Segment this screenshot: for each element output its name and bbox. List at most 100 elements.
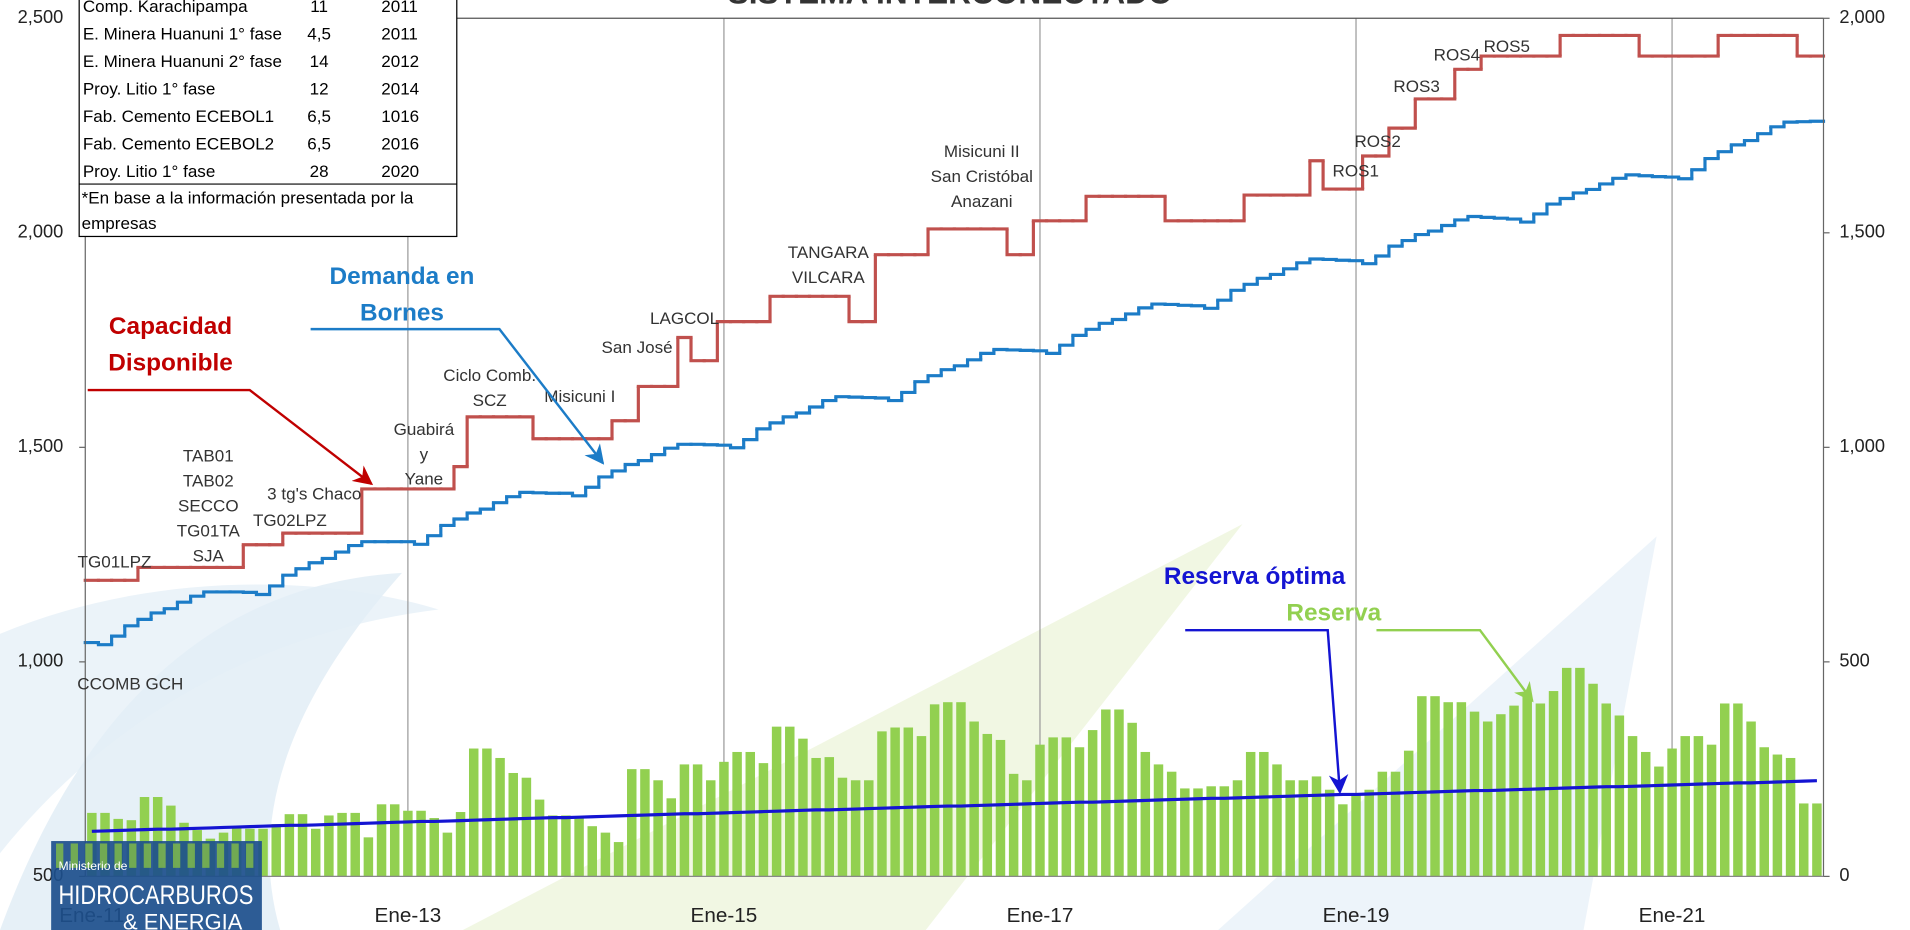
bar xyxy=(614,842,623,876)
bar xyxy=(429,818,438,876)
bar xyxy=(864,780,873,876)
bar xyxy=(298,814,307,876)
bar xyxy=(1009,774,1018,877)
bar xyxy=(311,829,320,877)
series-label: Demanda en Bornes xyxy=(286,258,517,331)
y2-tick-label: 1,000 xyxy=(1839,435,1885,456)
x-tick-label: Ene-17 xyxy=(1007,904,1074,927)
series-label-box: Capacidad Disponible xyxy=(61,308,280,393)
bar xyxy=(1378,772,1387,877)
table-cell: Fab. Cemento ECEBOL1 xyxy=(83,107,274,126)
annotation: 3 tg's Chaco xyxy=(267,484,361,503)
bar xyxy=(1562,668,1571,877)
bar xyxy=(1114,709,1123,876)
table-cell: 2011 xyxy=(381,24,418,43)
table-cell: E. Minera Huanuni 1° fase xyxy=(83,24,282,43)
table-cell: Proy. Litio 1° fase xyxy=(83,79,215,98)
bar xyxy=(1575,668,1584,877)
bar xyxy=(930,704,939,876)
series-label-box: Reserva óptima xyxy=(1157,558,1352,643)
bar xyxy=(522,778,531,877)
bar xyxy=(811,758,820,876)
bar xyxy=(746,752,755,876)
table-cell: Comp. Karachipampa xyxy=(83,0,248,16)
x-tick-label: Ene-15 xyxy=(691,904,758,927)
table-cell: 12 xyxy=(310,79,329,98)
logo-stripe xyxy=(202,843,209,867)
bar xyxy=(1667,749,1676,877)
bar xyxy=(759,763,768,876)
logo-stripe xyxy=(158,843,165,867)
y2-tick-label: 500 xyxy=(1839,650,1869,671)
bar xyxy=(1549,691,1558,876)
bar xyxy=(1707,745,1716,877)
y-tick-label: 2,000 xyxy=(18,221,64,242)
bar xyxy=(1680,736,1689,876)
table-cell: 1016 xyxy=(381,107,419,126)
bar xyxy=(1246,752,1255,876)
bar xyxy=(1812,803,1821,876)
annotation: SCZ xyxy=(473,391,507,410)
logo-stripe xyxy=(217,843,224,867)
logo-main: HIDROCARBUROS xyxy=(58,880,253,910)
bar xyxy=(1430,696,1439,876)
bar xyxy=(680,764,689,876)
annotation: ROS4 xyxy=(1434,46,1480,65)
bar xyxy=(1325,790,1334,877)
bar xyxy=(443,833,452,877)
annotation: y xyxy=(420,445,429,464)
logo-sub: & ENERGIA xyxy=(123,910,243,930)
annotation: CCOMB GCH xyxy=(77,675,183,694)
bar xyxy=(535,800,544,877)
bar xyxy=(667,798,676,876)
bar xyxy=(1694,736,1703,876)
table-cell: Fab. Cemento ECEBOL2 xyxy=(83,135,274,154)
bar xyxy=(1101,709,1110,876)
annotation: TG02LPZ xyxy=(253,511,327,530)
y2-tick-label: 0 xyxy=(1839,864,1849,885)
bar xyxy=(1312,776,1321,876)
annotation: Yane xyxy=(405,470,444,489)
table-cell: 6,5 xyxy=(307,135,331,154)
bar xyxy=(271,824,280,876)
bar xyxy=(1522,694,1531,877)
table-cell: 11 xyxy=(310,0,328,16)
bar xyxy=(1062,737,1071,876)
logo-stripe xyxy=(231,843,238,867)
bar xyxy=(1799,803,1808,876)
table-cell: 6,5 xyxy=(307,107,331,126)
annotation: Misicuni II xyxy=(944,142,1020,161)
annotation: TAB01 xyxy=(183,447,234,466)
bar xyxy=(1048,737,1057,876)
bar xyxy=(601,833,610,877)
bar xyxy=(693,764,702,876)
label-arrow xyxy=(88,390,372,484)
logo-stripe xyxy=(144,843,151,867)
bar xyxy=(1180,788,1189,876)
table-cell: 4,5 xyxy=(307,24,331,43)
table-note: *En base a la información presentada por… xyxy=(82,185,447,236)
logo-stripe xyxy=(246,843,253,867)
bar xyxy=(772,727,781,877)
annotation: SECCO xyxy=(178,497,239,516)
plot-root: SISTEMA INTERCONECTADO 5001,0001,5002,00… xyxy=(0,0,1885,930)
bar xyxy=(1470,712,1479,877)
bar xyxy=(1338,804,1347,876)
bar xyxy=(1628,736,1637,876)
table-cell: 2014 xyxy=(381,79,419,98)
bar xyxy=(1167,772,1176,877)
bar xyxy=(1233,780,1242,876)
logo-stripe xyxy=(173,843,180,867)
table-cell: E. Minera Huanuni 2° fase xyxy=(83,52,282,71)
y-tick-label: 2,500 xyxy=(18,6,64,27)
y-tick-label: 1,000 xyxy=(18,650,64,671)
table-cell: 14 xyxy=(310,52,329,71)
bar xyxy=(1457,702,1466,876)
table-cell: 2020 xyxy=(381,162,419,181)
bar xyxy=(956,702,965,876)
annotation: San Cristóbal xyxy=(931,167,1033,186)
bar xyxy=(1272,764,1281,876)
bar xyxy=(390,804,399,876)
y-tick-label: 1,500 xyxy=(18,435,64,456)
bar xyxy=(1733,703,1742,876)
